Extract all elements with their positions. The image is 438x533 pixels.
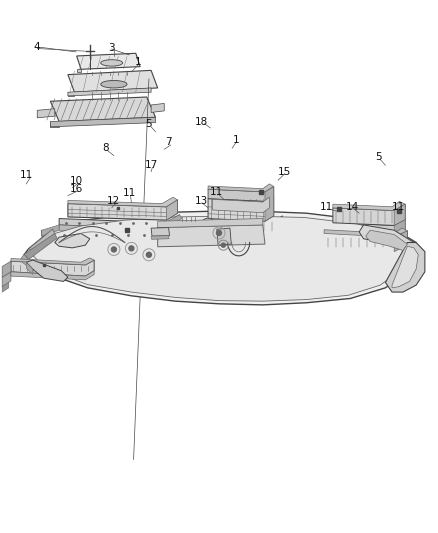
Polygon shape	[24, 211, 416, 305]
Circle shape	[146, 252, 152, 257]
Polygon shape	[394, 204, 405, 225]
Polygon shape	[208, 187, 274, 201]
Text: 8: 8	[102, 143, 109, 153]
Polygon shape	[199, 229, 283, 240]
Polygon shape	[166, 200, 177, 220]
Polygon shape	[11, 271, 94, 280]
Text: 3: 3	[108, 43, 115, 53]
Polygon shape	[68, 200, 177, 220]
Text: 7: 7	[165, 138, 172, 147]
Polygon shape	[265, 187, 274, 221]
Polygon shape	[50, 117, 155, 127]
Polygon shape	[158, 219, 263, 228]
Polygon shape	[151, 228, 170, 236]
Polygon shape	[324, 245, 407, 259]
Polygon shape	[199, 216, 283, 235]
Text: 11: 11	[123, 189, 136, 198]
Text: 18: 18	[195, 117, 208, 126]
Text: 5: 5	[375, 152, 382, 162]
Polygon shape	[217, 228, 231, 245]
Polygon shape	[42, 225, 59, 236]
Polygon shape	[31, 216, 410, 301]
Polygon shape	[68, 88, 151, 96]
Text: 11: 11	[210, 187, 223, 197]
Text: 11: 11	[392, 202, 405, 212]
Polygon shape	[68, 197, 177, 207]
Text: 13: 13	[195, 196, 208, 206]
Text: 11: 11	[20, 170, 33, 180]
Polygon shape	[28, 229, 55, 251]
Polygon shape	[77, 69, 81, 72]
Polygon shape	[333, 204, 405, 225]
Polygon shape	[11, 258, 94, 265]
Circle shape	[221, 243, 226, 247]
Polygon shape	[333, 201, 405, 211]
Polygon shape	[77, 53, 140, 69]
Polygon shape	[208, 184, 274, 192]
Text: 5: 5	[145, 119, 152, 129]
Polygon shape	[158, 225, 265, 247]
Text: 11: 11	[320, 202, 333, 212]
Polygon shape	[2, 261, 11, 277]
Polygon shape	[20, 254, 28, 266]
Polygon shape	[151, 103, 164, 112]
Polygon shape	[208, 196, 274, 221]
Polygon shape	[11, 260, 94, 276]
Polygon shape	[2, 282, 9, 292]
Polygon shape	[394, 231, 407, 252]
Circle shape	[111, 247, 117, 252]
Polygon shape	[366, 230, 407, 251]
Polygon shape	[385, 243, 425, 292]
Ellipse shape	[101, 80, 127, 88]
Text: 15: 15	[278, 167, 291, 176]
Polygon shape	[324, 231, 407, 252]
Polygon shape	[37, 109, 55, 118]
Polygon shape	[164, 215, 182, 228]
Polygon shape	[392, 246, 418, 288]
Polygon shape	[2, 272, 11, 287]
Ellipse shape	[202, 221, 214, 237]
Polygon shape	[55, 233, 90, 248]
Polygon shape	[394, 220, 405, 236]
Polygon shape	[359, 225, 414, 251]
Text: 10: 10	[70, 176, 83, 186]
Polygon shape	[42, 228, 173, 241]
Text: 12: 12	[107, 196, 120, 206]
Polygon shape	[59, 225, 164, 235]
Polygon shape	[26, 262, 33, 274]
Text: 16: 16	[70, 184, 83, 194]
Polygon shape	[68, 70, 158, 92]
Circle shape	[129, 246, 134, 251]
Text: 1: 1	[233, 135, 240, 144]
Text: 1: 1	[134, 58, 141, 67]
Polygon shape	[324, 228, 407, 237]
Polygon shape	[26, 260, 68, 281]
Polygon shape	[50, 122, 59, 127]
Polygon shape	[68, 92, 74, 96]
Circle shape	[216, 230, 222, 236]
Text: 14: 14	[346, 202, 359, 212]
Polygon shape	[50, 97, 155, 122]
Polygon shape	[59, 215, 180, 229]
Polygon shape	[333, 220, 405, 236]
Text: 4: 4	[34, 42, 41, 52]
Ellipse shape	[101, 60, 123, 66]
Polygon shape	[212, 197, 269, 213]
Ellipse shape	[199, 218, 217, 240]
Polygon shape	[24, 233, 57, 260]
Text: 17: 17	[145, 160, 158, 170]
Polygon shape	[151, 236, 169, 239]
